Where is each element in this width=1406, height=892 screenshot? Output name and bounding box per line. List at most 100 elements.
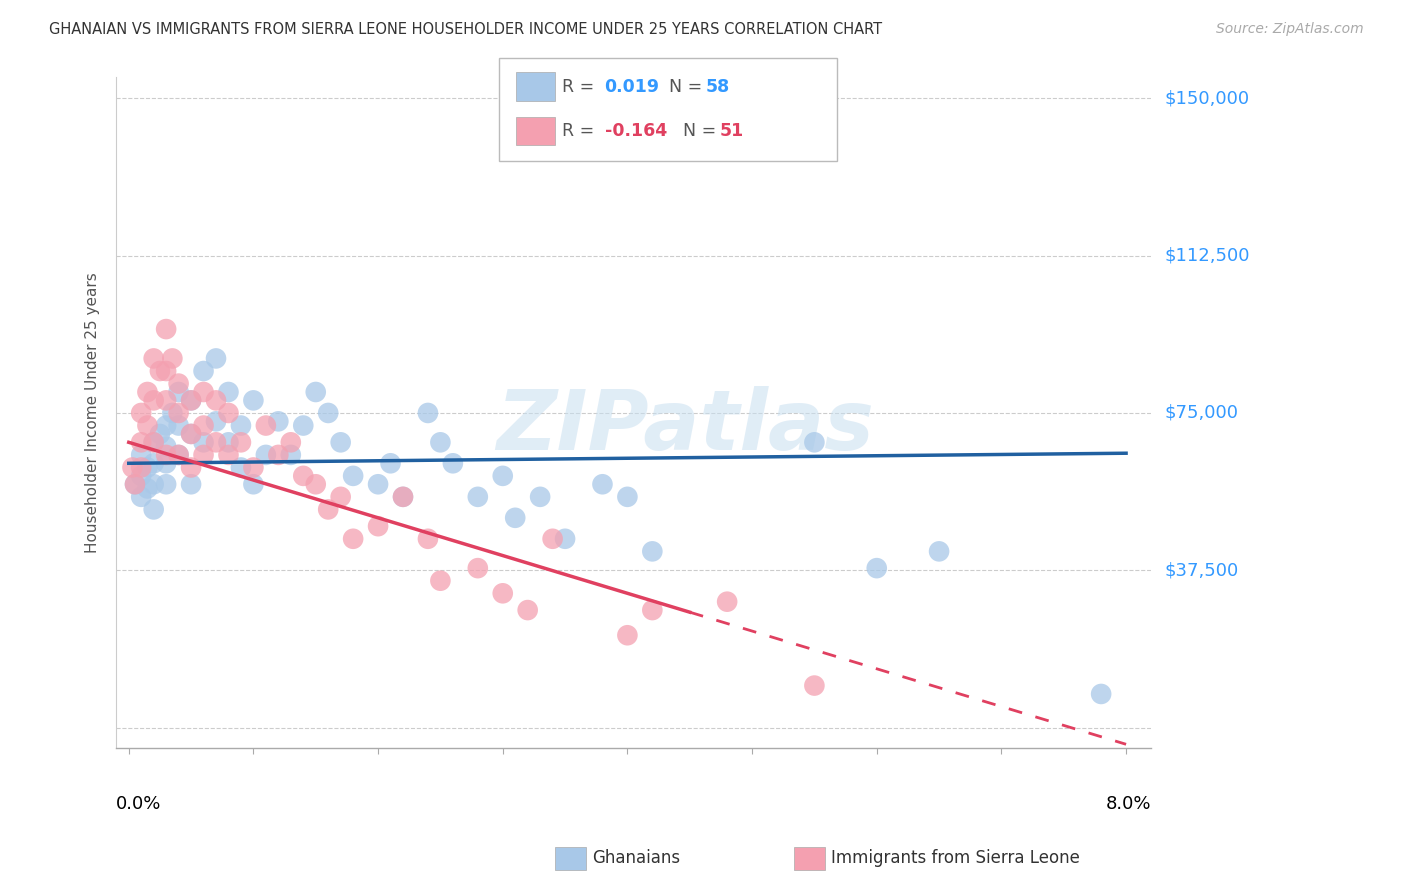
Point — [267, 448, 290, 462]
Point — [167, 376, 190, 391]
Point — [217, 406, 239, 420]
Point — [155, 393, 177, 408]
Point — [803, 679, 825, 693]
Point — [616, 628, 638, 642]
Point — [142, 456, 165, 470]
Point — [193, 364, 215, 378]
Point — [149, 426, 172, 441]
Point — [416, 406, 439, 420]
Point — [229, 418, 252, 433]
Text: $37,500: $37,500 — [1166, 561, 1239, 579]
Point — [205, 351, 228, 366]
Point — [136, 460, 159, 475]
Point — [217, 384, 239, 399]
Point — [136, 418, 159, 433]
Point — [142, 477, 165, 491]
Point — [217, 448, 239, 462]
Point — [866, 561, 889, 575]
Point — [242, 393, 264, 408]
Point — [416, 532, 439, 546]
Point — [217, 435, 239, 450]
Point — [329, 490, 352, 504]
Point — [342, 468, 364, 483]
Point — [155, 448, 177, 462]
Point — [392, 490, 415, 504]
Text: R =: R = — [562, 122, 600, 140]
Point — [242, 477, 264, 491]
Point — [467, 561, 489, 575]
Point — [641, 544, 664, 558]
Point — [229, 435, 252, 450]
Text: N =: N = — [658, 78, 707, 95]
Point — [167, 448, 190, 462]
Point — [142, 502, 165, 516]
Point — [180, 393, 202, 408]
Point — [155, 322, 177, 336]
Point — [329, 435, 352, 450]
Point — [641, 603, 664, 617]
Point — [367, 477, 389, 491]
Point — [280, 448, 302, 462]
Point — [167, 384, 190, 399]
Point — [592, 477, 614, 491]
Point — [205, 435, 228, 450]
Point — [492, 586, 515, 600]
Point — [316, 502, 339, 516]
Point — [162, 351, 184, 366]
Point — [316, 406, 339, 420]
Text: N =: N = — [672, 122, 721, 140]
Point — [292, 468, 315, 483]
Point — [367, 519, 389, 533]
Point — [129, 468, 152, 483]
Point — [155, 456, 177, 470]
Point — [292, 418, 315, 433]
Point — [124, 477, 146, 491]
Y-axis label: Householder Income Under 25 years: Householder Income Under 25 years — [86, 273, 100, 553]
Point — [467, 490, 489, 504]
Point — [193, 435, 215, 450]
Point — [142, 435, 165, 450]
Point — [155, 477, 177, 491]
Point — [516, 603, 538, 617]
Point — [616, 490, 638, 504]
Point — [554, 532, 576, 546]
Point — [205, 414, 228, 428]
Text: 0.0%: 0.0% — [117, 796, 162, 814]
Point — [229, 460, 252, 475]
Point — [142, 393, 165, 408]
Text: GHANAIAN VS IMMIGRANTS FROM SIERRA LEONE HOUSEHOLDER INCOME UNDER 25 YEARS CORRE: GHANAIAN VS IMMIGRANTS FROM SIERRA LEONE… — [49, 22, 883, 37]
Point — [180, 426, 202, 441]
Point — [149, 364, 172, 378]
Point — [305, 384, 328, 399]
Point — [167, 406, 190, 420]
Point — [429, 435, 451, 450]
Point — [155, 364, 177, 378]
Point — [193, 418, 215, 433]
Text: 8.0%: 8.0% — [1105, 796, 1152, 814]
Point — [242, 460, 264, 475]
Point — [305, 477, 328, 491]
Point — [180, 477, 202, 491]
Point — [380, 456, 402, 470]
Point — [142, 435, 165, 450]
Text: Immigrants from Sierra Leone: Immigrants from Sierra Leone — [831, 849, 1080, 867]
Point — [342, 532, 364, 546]
Text: 51: 51 — [720, 122, 744, 140]
Point — [193, 448, 215, 462]
Text: $112,500: $112,500 — [1166, 247, 1250, 265]
Point — [155, 418, 177, 433]
Point — [280, 435, 302, 450]
Text: Ghanaians: Ghanaians — [592, 849, 681, 867]
Text: $150,000: $150,000 — [1166, 89, 1250, 107]
Text: 0.019: 0.019 — [605, 78, 659, 95]
Text: 58: 58 — [706, 78, 730, 95]
Text: -0.164: -0.164 — [605, 122, 666, 140]
Point — [529, 490, 551, 504]
Point — [1090, 687, 1112, 701]
Point — [928, 544, 950, 558]
Point — [492, 468, 515, 483]
Point — [136, 384, 159, 399]
Text: R =: R = — [562, 78, 600, 95]
Text: Source: ZipAtlas.com: Source: ZipAtlas.com — [1216, 22, 1364, 37]
Point — [129, 406, 152, 420]
